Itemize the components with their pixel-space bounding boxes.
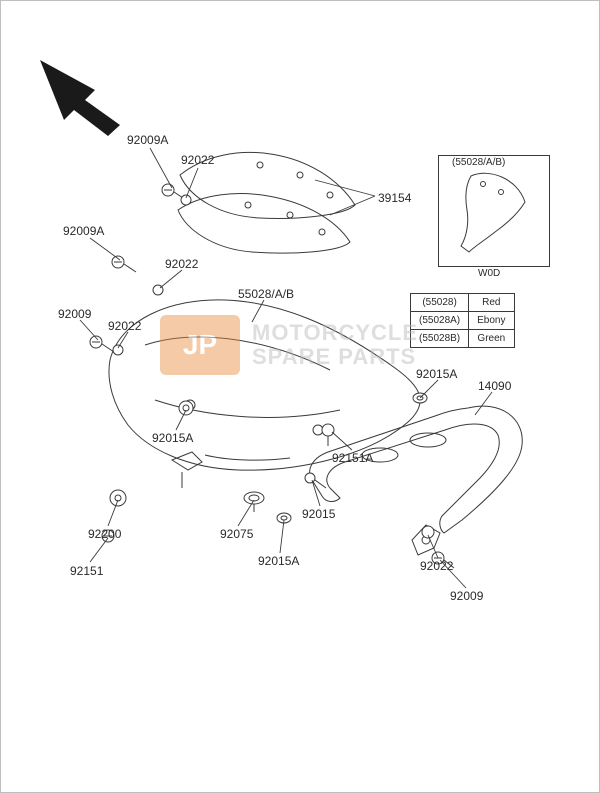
legend-color: Ebony bbox=[469, 312, 514, 330]
callout-92151: 92151 bbox=[70, 565, 103, 577]
legend-code: (55028A) bbox=[411, 312, 469, 330]
callout-92015: 92015 bbox=[302, 508, 335, 520]
callout-92015A: 92015A bbox=[152, 432, 193, 444]
callout-39154: 39154 bbox=[378, 192, 411, 204]
hardware-screws bbox=[90, 184, 454, 568]
inset-box bbox=[438, 155, 550, 267]
inset-caption: W0D bbox=[478, 268, 500, 279]
callout-92015A: 92015A bbox=[258, 555, 299, 567]
table-row: (55028B) Green bbox=[411, 330, 515, 348]
callout-92022: 92022 bbox=[165, 258, 198, 270]
callout-92151A: 92151A bbox=[332, 452, 373, 464]
legend-color: Red bbox=[469, 294, 514, 312]
part-39154-upper-fender bbox=[178, 152, 355, 253]
callout-14090: 14090 bbox=[478, 380, 511, 392]
legend-code: (55028B) bbox=[411, 330, 469, 348]
callout-92200: 92200 bbox=[88, 528, 121, 540]
part-55028-cowling bbox=[109, 300, 420, 488]
callout-92022: 92022 bbox=[181, 154, 214, 166]
callout-92009: 92009 bbox=[58, 308, 91, 320]
legend-code: (55028) bbox=[411, 294, 469, 312]
inset-title: (55028/A/B) bbox=[452, 158, 505, 168]
legend-color: Green bbox=[469, 330, 514, 348]
callout-92075: 92075 bbox=[220, 528, 253, 540]
callout-92009: 92009 bbox=[450, 590, 483, 602]
callout-92015A: 92015A bbox=[416, 368, 457, 380]
table-row: (55028) Red bbox=[411, 294, 515, 312]
callout-92009A: 92009A bbox=[127, 134, 168, 146]
color-legend-table: (55028) Red (55028A) Ebony (55028B) Gree… bbox=[410, 293, 515, 348]
callout-92009A: 92009A bbox=[63, 225, 104, 237]
view-arrow bbox=[40, 60, 120, 136]
callout-92022: 92022 bbox=[420, 560, 453, 572]
table-row: (55028A) Ebony bbox=[411, 312, 515, 330]
callout-55028: 55028/A/B bbox=[238, 288, 294, 300]
callout-92022: 92022 bbox=[108, 320, 141, 332]
